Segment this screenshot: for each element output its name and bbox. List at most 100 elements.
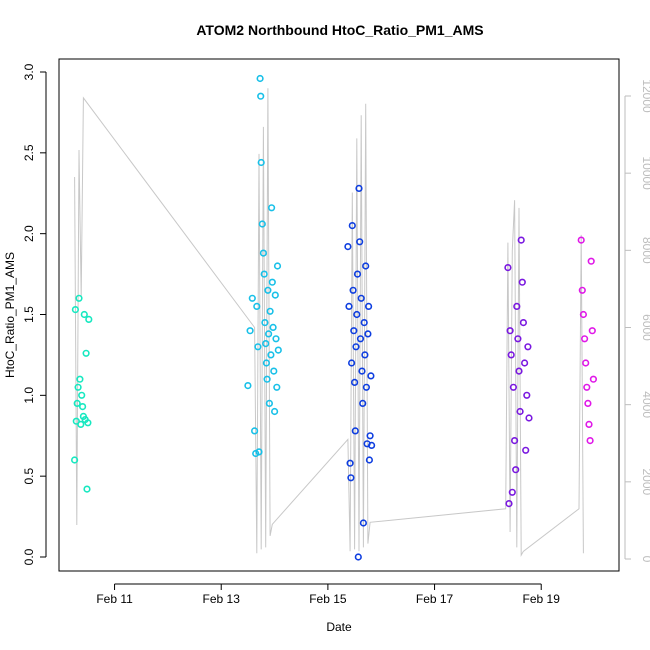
data-point-group1-14 [83,485,91,493]
left-tick-label: 0.0 [22,548,36,565]
data-point-group1-8 [78,391,86,399]
data-point-group5-3 [580,335,589,343]
data-point-group2-5 [253,302,261,311]
data-point-group2-11 [258,220,266,228]
data-point-group1-6 [76,375,84,383]
data-point-group1-9 [78,403,87,411]
data-point-group4-12 [517,236,525,244]
data-point-group2-31 [273,262,282,270]
data-point-group5-1 [578,286,586,294]
data-point-group4-19 [525,414,533,422]
data-point-group5-8 [586,437,594,445]
data-point-group2-27 [271,407,279,416]
plot-frame [58,58,620,572]
data-point-group3-2 [346,459,354,467]
left-tick-label: 2.5 [22,144,36,161]
data-point-group3-14 [355,184,363,192]
data-point-group3-15 [356,238,364,246]
y-axis-label: HtoC_Ratio_PM1_AMS [3,252,17,378]
data-point-group5-4 [582,359,590,367]
right-tick-label: 6000 [640,314,650,341]
points-layer [70,74,598,561]
data-point-group1-2 [72,417,80,425]
secondary-series-line [74,88,584,557]
data-point-group2-3 [251,427,259,435]
data-point-group5-10 [588,327,596,335]
bottom-tick-label: Feb 15 [309,592,347,606]
data-point-group2-0 [244,382,252,390]
right-tick-label: 4000 [640,391,650,418]
data-point-group1-15 [84,419,92,427]
data-point-group2-14 [261,319,269,327]
data-point-group1-11 [80,310,88,319]
data-point-group2-22 [267,351,275,359]
data-point-group5-5 [583,383,591,391]
data-point-group3-23 [362,262,370,270]
data-point-group2-8 [256,74,264,83]
data-point-group3-29 [366,432,374,440]
data-point-group3-4 [348,359,356,367]
data-point-group3-13 [354,553,362,561]
data-point-group2-18 [264,286,272,294]
right-tick-label: 10000 [640,156,650,190]
data-point-group3-5 [348,222,356,230]
data-point-group5-2 [579,310,588,319]
left-tick-label: 2.0 [22,225,36,242]
data-point-group3-3 [347,474,355,482]
data-point-group3-1 [345,302,353,311]
data-point-group3-20 [359,519,368,527]
data-point-group3-24 [362,383,371,391]
left-axis: 0.0 0.5 1.0 1.5 2.0 2.5 3.0 [22,63,47,565]
data-point-group1-5 [75,294,83,302]
right-axis: 0 2000 4000 6000 8000 10000 12000 [624,79,650,563]
data-point-group2-6 [254,343,262,351]
data-point-group1-4 [74,383,82,391]
data-point-group3-7 [350,327,358,335]
data-point-group4-6 [510,437,519,445]
data-point-group3-22 [361,351,369,359]
data-point-group2-1 [246,327,254,335]
data-point-group2-23 [268,204,276,212]
data-point-group4-15 [520,359,529,367]
data-point-group2-19 [265,330,273,338]
data-point-group5-0 [577,236,585,244]
bottom-axis: Feb 11 Feb 13 Feb 15 Feb 17 Feb 19 [96,583,560,606]
data-point-group1-3 [73,399,81,408]
data-point-group2-26 [270,367,278,375]
x-axis-label: Date [326,620,352,634]
data-point-group1-16 [85,315,93,324]
data-point-group4-18 [524,343,532,351]
right-tick-label: 0 [640,556,650,563]
data-point-group3-16 [356,335,365,343]
data-point-group4-5 [509,383,518,391]
data-point-group2-12 [259,249,268,257]
data-point-group4-16 [522,446,530,454]
left-tick-label: 0.5 [22,468,36,485]
data-point-group4-13 [518,278,526,286]
data-point-group1-1 [71,306,79,314]
bottom-tick-label: Feb 17 [416,592,454,606]
bottom-tick-label: Feb 13 [203,592,241,606]
data-point-group1-13 [82,349,90,357]
right-tick-label: 8000 [640,237,650,264]
bottom-tick-label: Feb 11 [96,592,133,606]
data-point-group4-8 [513,302,521,311]
data-point-group4-2 [506,327,514,335]
left-tick-label: 1.5 [22,306,36,323]
left-tick-label: 1.0 [22,387,36,404]
data-point-group3-27 [365,302,373,311]
data-point-group5-7 [585,420,593,429]
chart-title: ATOM2 Northbound HtoC_Ratio_PM1_AMS [196,22,483,38]
data-point-group5-11 [589,375,598,383]
data-point-group2-21 [266,307,274,315]
data-point-group3-12 [353,270,362,278]
data-point-group2-2 [248,294,256,302]
data-point-group2-7 [255,448,263,456]
data-point-group3-30 [367,372,375,380]
data-point-group2-25 [269,323,277,332]
data-point-group2-15 [262,340,270,348]
data-point-group3-19 [359,399,367,408]
data-point-group2-10 [257,158,265,167]
right-tick-label: 2000 [640,468,650,495]
